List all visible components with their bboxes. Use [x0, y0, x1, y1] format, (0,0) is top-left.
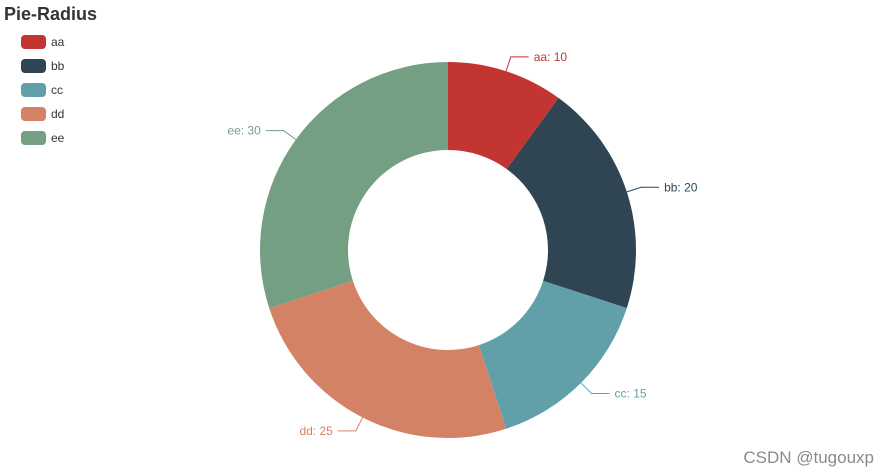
- legend-label: dd: [51, 107, 65, 121]
- legend-label: cc: [51, 83, 63, 97]
- pie-slice-bb[interactable]: [506, 97, 636, 309]
- label-leader-line: [265, 130, 297, 140]
- legend-item-cc[interactable]: cc: [21, 78, 64, 102]
- pie-slice-cc[interactable]: [478, 280, 627, 429]
- pie-slice-ee[interactable]: [260, 62, 448, 309]
- label-leader-line: [626, 186, 660, 193]
- pie-slice-aa[interactable]: [448, 62, 559, 170]
- legend-swatch: [21, 131, 46, 145]
- legend-item-ee[interactable]: ee: [21, 126, 64, 150]
- label-leader-line: [505, 56, 529, 72]
- chart-legend: aa bb cc dd ee: [21, 30, 64, 150]
- legend-swatch: [21, 107, 46, 121]
- legend-swatch: [21, 35, 46, 49]
- legend-item-aa[interactable]: aa: [21, 30, 64, 54]
- legend-swatch: [21, 59, 46, 73]
- legend-label: aa: [51, 35, 65, 49]
- label-leader-line: [580, 382, 610, 395]
- legend-item-bb[interactable]: bb: [21, 54, 64, 78]
- watermark: CSDN @tugouxp: [743, 448, 874, 467]
- slice-label-cc: cc: 15: [615, 387, 647, 401]
- slice-label-aa: aa: 10: [534, 50, 568, 64]
- slice-label-bb: bb: 20: [664, 180, 698, 194]
- legend-swatch: [21, 83, 46, 97]
- legend-label: bb: [51, 59, 65, 73]
- label-leader-line: [337, 417, 364, 432]
- legend-label: ee: [51, 131, 65, 145]
- chart-title: Pie-Radius: [4, 4, 98, 24]
- legend-item-dd[interactable]: dd: [21, 102, 64, 126]
- slice-label-ee: ee: 30: [227, 124, 261, 138]
- slice-label-dd: dd: 25: [299, 424, 333, 438]
- pie-slice-dd[interactable]: [269, 280, 507, 438]
